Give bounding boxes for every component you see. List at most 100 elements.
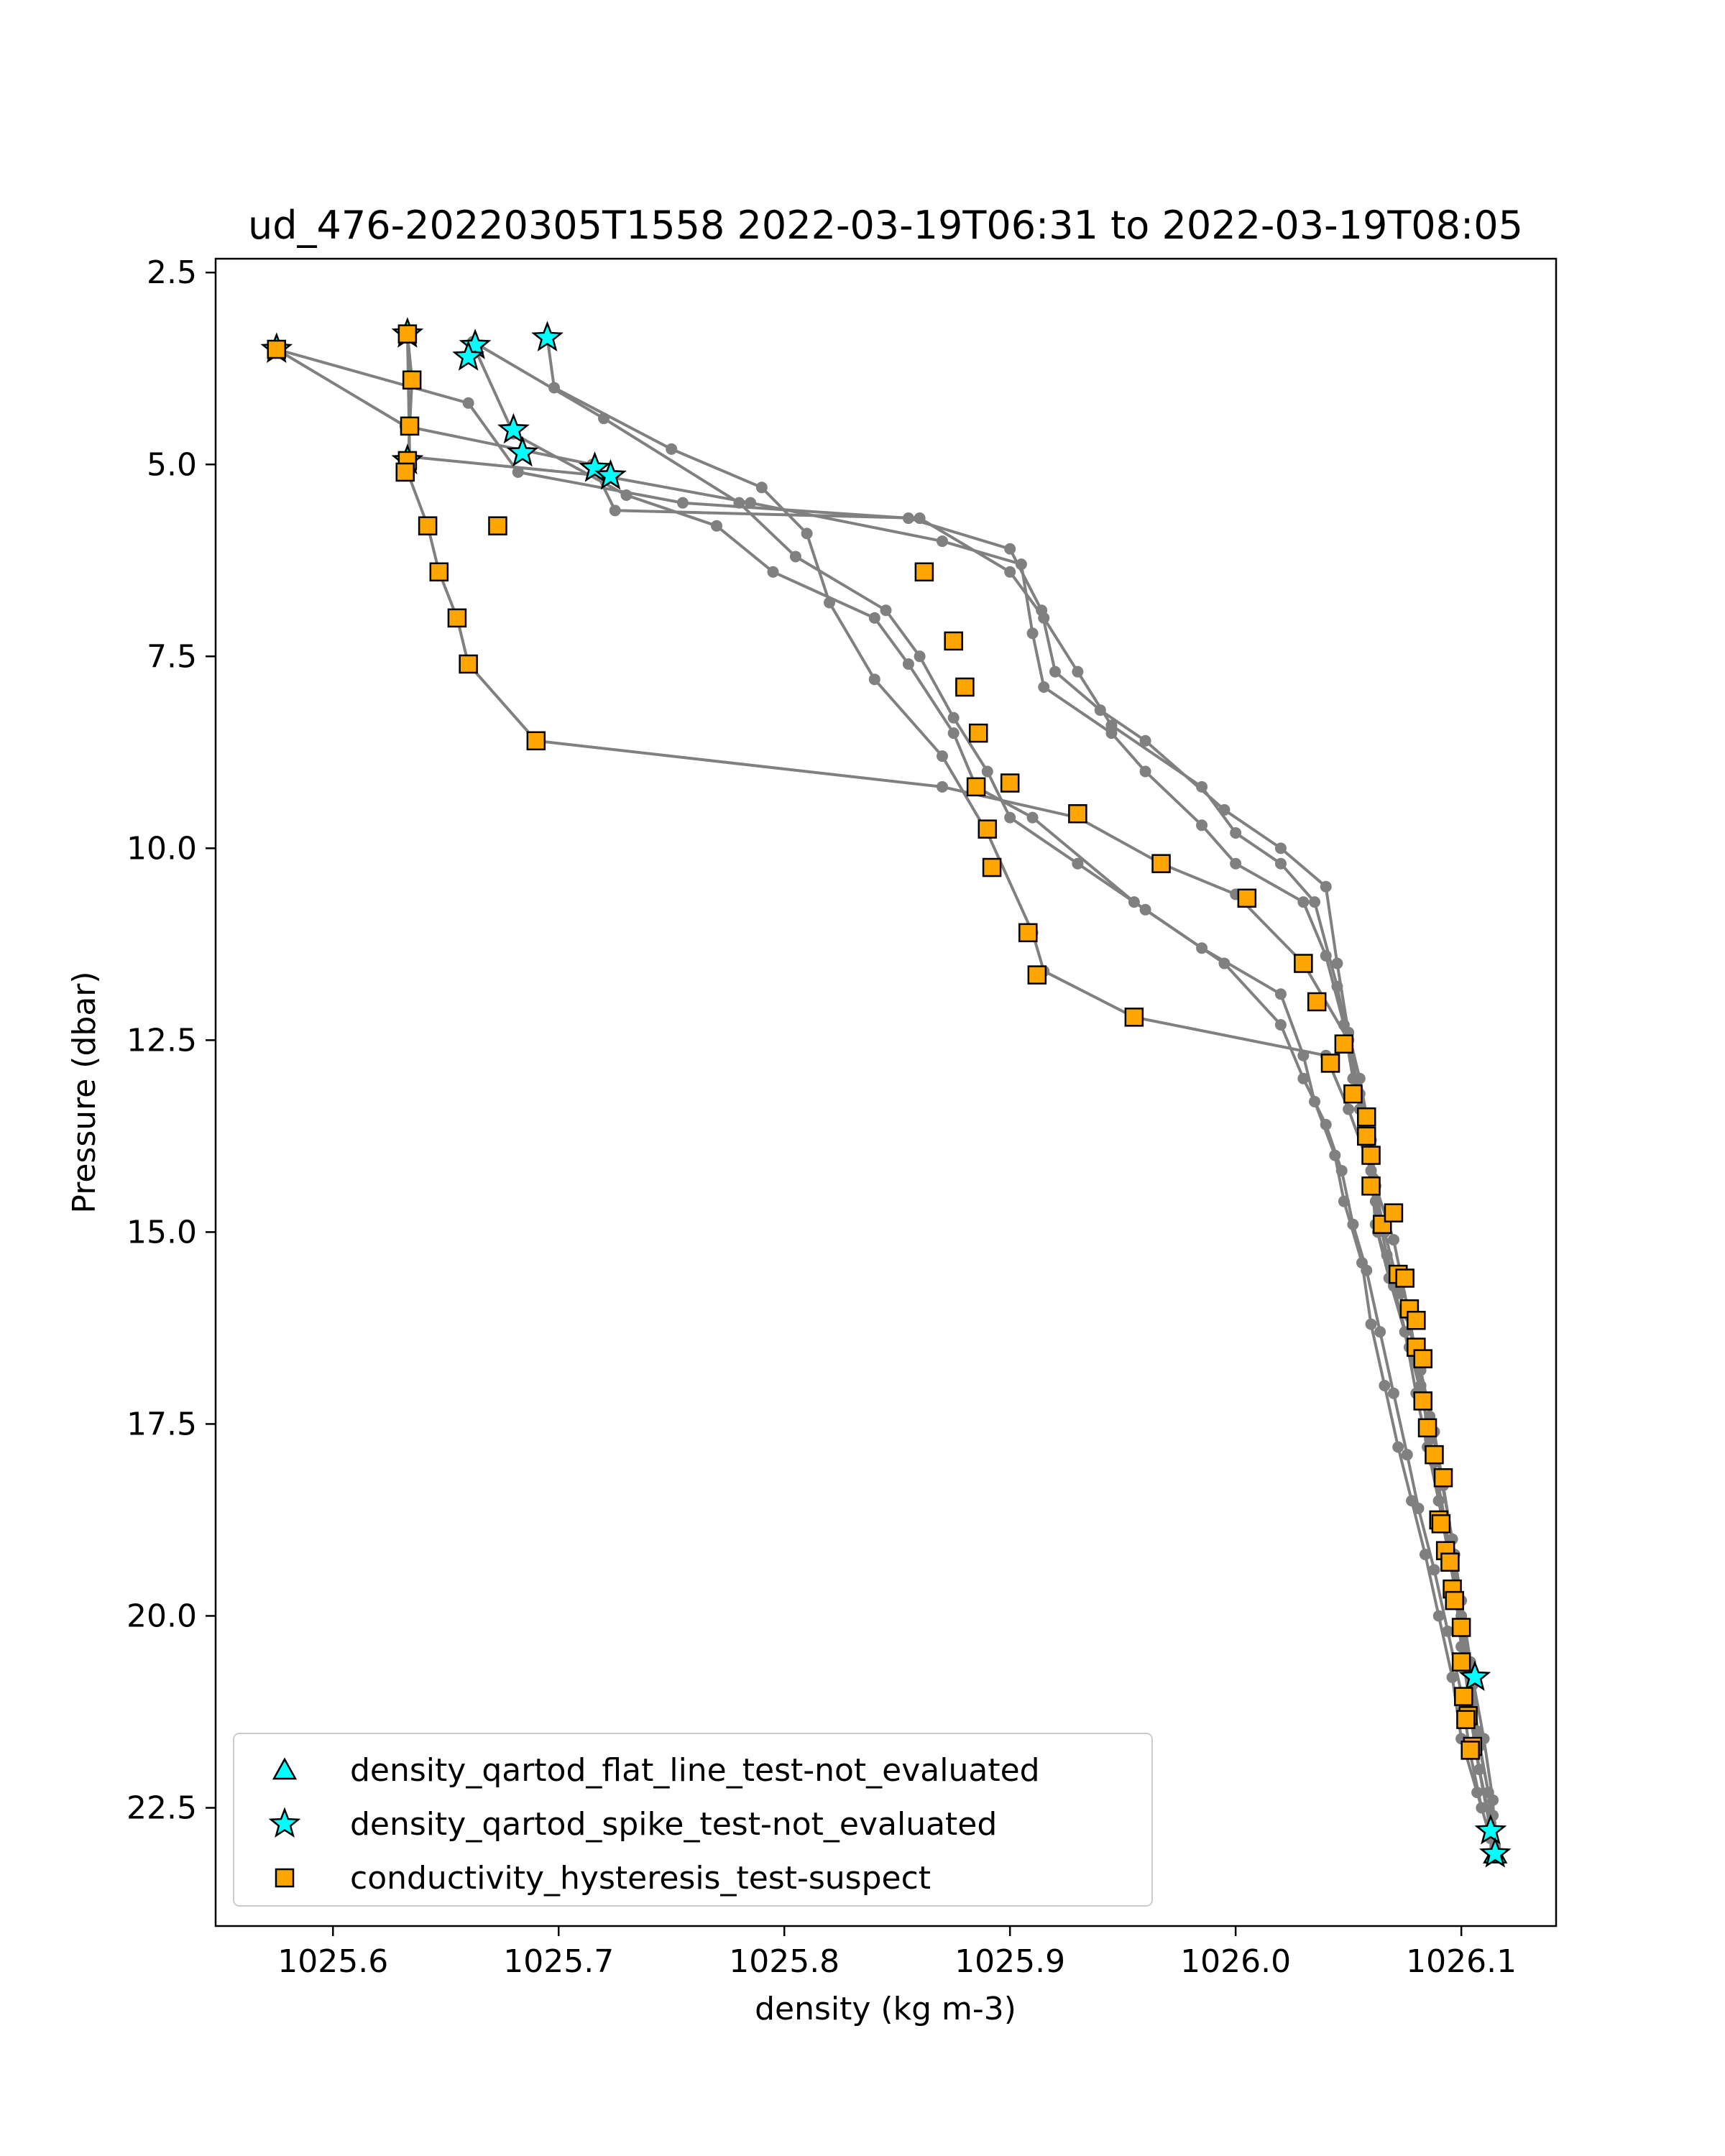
legend: density_qartod_flat_line_test-not_evalua… — [233, 1733, 1153, 1907]
square-marker — [267, 339, 287, 359]
square-marker — [1431, 1514, 1451, 1534]
profile-point — [1343, 1103, 1355, 1115]
profile-point — [902, 658, 914, 670]
plot-frame — [214, 257, 1558, 1927]
profile-point — [1365, 1318, 1377, 1330]
profile-point — [1004, 543, 1016, 555]
profile-point — [1015, 558, 1027, 571]
star-marker — [506, 436, 539, 467]
profile-point — [981, 765, 993, 778]
profile-point — [1004, 811, 1016, 824]
y-tick-label: 22.5 — [126, 1790, 197, 1827]
square-marker — [1417, 1418, 1438, 1438]
profile-point — [1320, 949, 1332, 962]
square-marker — [1294, 954, 1313, 973]
profile-point — [1004, 566, 1016, 578]
profile-point — [1428, 1564, 1440, 1576]
profile-point — [1320, 880, 1332, 893]
profile-point — [1072, 857, 1084, 870]
profile-point — [1309, 896, 1321, 908]
profile-point — [620, 489, 632, 501]
square-marker — [1372, 1215, 1392, 1234]
profile-point — [548, 382, 560, 394]
square-marker — [955, 677, 975, 697]
profile-point — [1274, 988, 1287, 1000]
square-marker — [1343, 1084, 1363, 1104]
square-marker — [1320, 1054, 1340, 1073]
profile-point — [1196, 780, 1208, 793]
star-marker — [1458, 1660, 1491, 1691]
profile-point — [1335, 1164, 1348, 1176]
legend-entry-label: density_qartod_spike_test-not_evaluated — [350, 1806, 997, 1843]
y-tick-label: 20.0 — [126, 1598, 197, 1634]
square-marker — [914, 562, 934, 582]
square-marker — [1425, 1445, 1444, 1465]
square-marker — [1407, 1310, 1426, 1330]
x-axis-ticks: 1025.6 1025.7 1025.8 1025.9 1026.0 1026.1 — [277, 1926, 1517, 1980]
square-marker — [1334, 1034, 1354, 1054]
square-marker — [395, 462, 415, 482]
profile-point — [914, 512, 926, 525]
square-marker — [1451, 1618, 1471, 1637]
profile-point — [755, 482, 768, 494]
square-marker — [1027, 965, 1047, 985]
profile-point — [1297, 1072, 1310, 1084]
profile-point — [1026, 811, 1039, 824]
profile-point — [914, 650, 926, 663]
x-tick-label: 1026.1 — [1406, 1943, 1517, 1980]
star-marker — [594, 459, 627, 490]
square-marker — [1413, 1349, 1433, 1368]
square-marker — [1018, 923, 1038, 943]
profile-point — [676, 497, 689, 509]
profile-point — [1446, 1671, 1458, 1683]
square-marker — [968, 723, 988, 743]
profile-point — [1274, 1019, 1287, 1031]
x-tick-label: 1026.0 — [1180, 1943, 1291, 1980]
profile-point — [1361, 1264, 1373, 1276]
square-marker — [1395, 1268, 1414, 1288]
profile-point — [801, 528, 813, 540]
legend-entry-label: density_qartod_flat_line_test-not_evalua… — [350, 1752, 1040, 1789]
star-marker — [579, 451, 611, 482]
star-marker — [1478, 1837, 1512, 1868]
profile-point — [947, 727, 960, 740]
y-tick-label: 2.5 — [147, 254, 197, 291]
profile-point — [462, 397, 474, 409]
profile-point — [609, 505, 621, 517]
profile-point — [936, 750, 948, 763]
square-marker — [1307, 992, 1327, 1012]
x-tick-label: 1025.8 — [729, 1943, 840, 1980]
square-marker — [1440, 1552, 1460, 1572]
y-tick-label: 7.5 — [147, 638, 197, 675]
profile-point — [936, 780, 948, 793]
square-marker — [1413, 1391, 1433, 1411]
profile-point — [824, 596, 836, 609]
x-tick-label: 1025.6 — [277, 1943, 388, 1980]
star-marker — [452, 340, 485, 371]
profile-point — [1139, 765, 1151, 778]
profile-point — [1026, 627, 1039, 640]
square-marker — [944, 631, 963, 651]
profile-point — [1320, 1118, 1332, 1130]
square-marker — [1237, 888, 1257, 908]
profile-point — [1401, 1449, 1413, 1461]
square-marker — [1357, 1126, 1376, 1146]
profile-point — [1274, 842, 1287, 854]
profile-point — [1432, 1610, 1445, 1622]
y-axis-ticks: 2.5 5.0 7.5 10.0 12.5 15.0 17.5 20.0 22.5 — [126, 254, 216, 1827]
profile-point — [1139, 734, 1151, 747]
y-tick-label: 15.0 — [126, 1214, 197, 1250]
square-marker — [397, 324, 418, 344]
legend-box — [233, 1733, 1153, 1907]
square-marker — [1068, 804, 1087, 824]
square-marker — [1000, 773, 1020, 793]
legend-triangle-marker — [272, 1757, 298, 1780]
square-marker — [429, 562, 449, 582]
y-tick-label: 5.0 — [147, 446, 197, 483]
legend-square-marker — [275, 1868, 295, 1888]
square-marker — [978, 819, 998, 839]
profile-point — [1049, 665, 1061, 678]
square-marker — [1456, 1710, 1476, 1729]
profile-point — [711, 520, 723, 532]
profile-point — [1338, 1019, 1350, 1031]
